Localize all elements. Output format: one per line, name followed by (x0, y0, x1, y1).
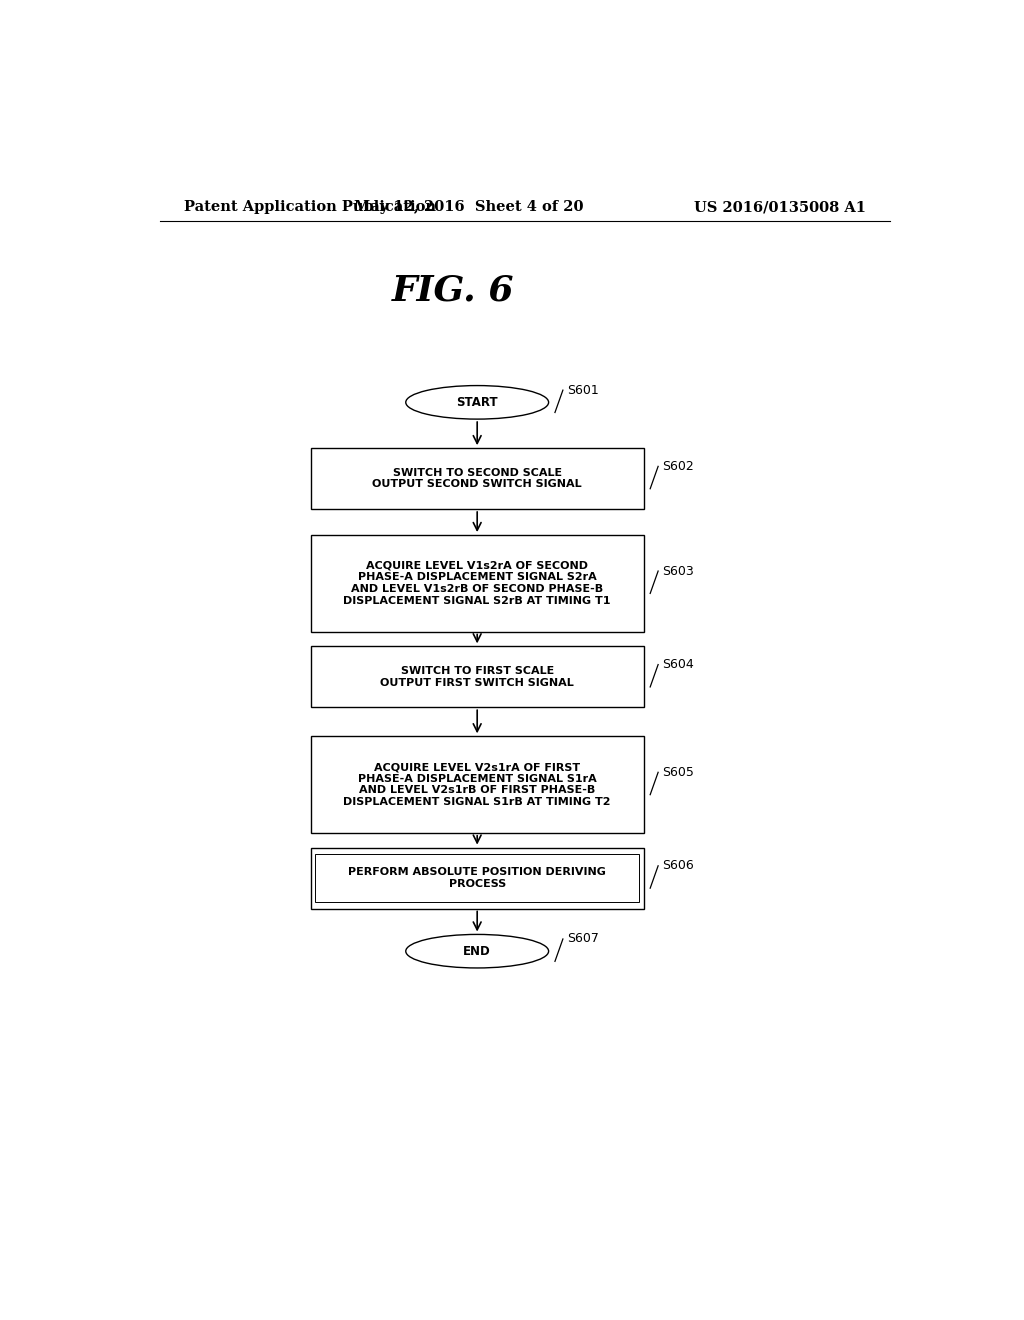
Text: SWITCH TO FIRST SCALE
OUTPUT FIRST SWITCH SIGNAL: SWITCH TO FIRST SCALE OUTPUT FIRST SWITC… (380, 667, 574, 688)
Ellipse shape (406, 935, 549, 968)
FancyBboxPatch shape (310, 647, 644, 708)
FancyBboxPatch shape (310, 737, 644, 833)
Text: S607: S607 (567, 932, 599, 945)
FancyBboxPatch shape (310, 847, 644, 908)
Text: US 2016/0135008 A1: US 2016/0135008 A1 (694, 201, 866, 214)
Text: S604: S604 (663, 659, 694, 671)
Text: END: END (463, 945, 492, 958)
Text: S603: S603 (663, 565, 694, 578)
Text: SWITCH TO SECOND SCALE
OUTPUT SECOND SWITCH SIGNAL: SWITCH TO SECOND SCALE OUTPUT SECOND SWI… (373, 467, 582, 490)
Text: ACQUIRE LEVEL V1s2rA OF SECOND
PHASE-A DISPLACEMENT SIGNAL S2rA
AND LEVEL V1s2rB: ACQUIRE LEVEL V1s2rA OF SECOND PHASE-A D… (343, 561, 611, 606)
Text: PERFORM ABSOLUTE POSITION DERIVING
PROCESS: PERFORM ABSOLUTE POSITION DERIVING PROCE… (348, 867, 606, 888)
Text: S606: S606 (663, 859, 694, 873)
Text: ACQUIRE LEVEL V2s1rA OF FIRST
PHASE-A DISPLACEMENT SIGNAL S1rA
AND LEVEL V2s1rB : ACQUIRE LEVEL V2s1rA OF FIRST PHASE-A DI… (343, 762, 611, 807)
Text: Patent Application Publication: Patent Application Publication (183, 201, 435, 214)
Text: S602: S602 (663, 459, 694, 473)
Text: May 12, 2016  Sheet 4 of 20: May 12, 2016 Sheet 4 of 20 (354, 201, 584, 214)
Text: S601: S601 (567, 384, 599, 396)
Text: START: START (457, 396, 498, 409)
Ellipse shape (406, 385, 549, 420)
Text: FIG. 6: FIG. 6 (392, 273, 515, 308)
FancyBboxPatch shape (310, 447, 644, 510)
Text: S605: S605 (663, 766, 694, 779)
FancyBboxPatch shape (310, 535, 644, 631)
